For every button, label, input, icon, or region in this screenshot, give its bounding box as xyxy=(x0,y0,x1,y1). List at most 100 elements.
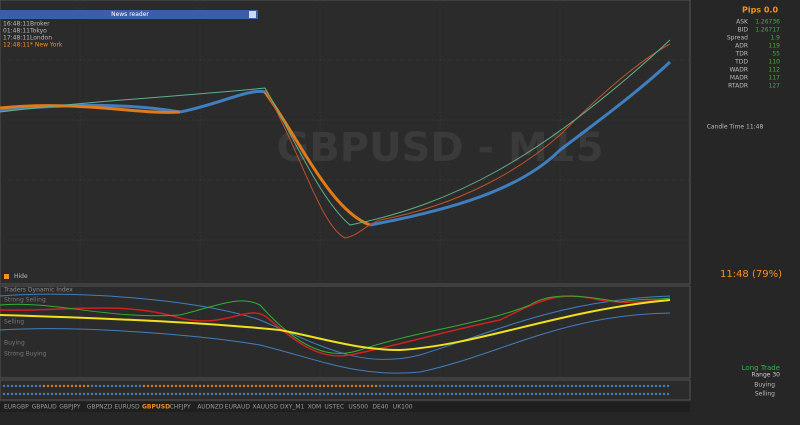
dot xyxy=(486,384,490,388)
news-close[interactable] xyxy=(249,11,256,18)
dot xyxy=(458,384,462,388)
info-label: WADR xyxy=(730,67,749,74)
dot xyxy=(510,384,514,388)
tab[interactable]: GBPNZD xyxy=(87,404,113,411)
dot xyxy=(654,392,658,396)
dot xyxy=(270,384,274,388)
tab[interactable]: UK100 xyxy=(393,404,413,411)
session-time: 17:48:11 xyxy=(3,35,30,42)
dot xyxy=(162,392,166,396)
tab[interactable]: CHFJPY xyxy=(170,404,191,411)
tab[interactable]: DXY_M1 xyxy=(280,404,305,411)
dot xyxy=(50,392,54,396)
dot xyxy=(94,384,98,388)
info-value: 112 xyxy=(769,67,781,74)
dot xyxy=(258,384,262,388)
dot xyxy=(170,384,174,388)
tab[interactable]: GBPAUD xyxy=(32,404,57,411)
session-time: 01:48:11 xyxy=(3,28,30,35)
dot xyxy=(62,384,66,388)
dot xyxy=(178,384,182,388)
dot xyxy=(370,392,374,396)
dot xyxy=(302,384,306,388)
dot xyxy=(462,392,466,396)
dot xyxy=(442,392,446,396)
dot xyxy=(342,384,346,388)
dot xyxy=(582,384,586,388)
tab[interactable]: XOM xyxy=(308,404,322,411)
dot xyxy=(86,384,90,388)
dot xyxy=(86,392,90,396)
dot xyxy=(522,392,526,396)
tab[interactable]: USTEC xyxy=(324,404,344,411)
dot xyxy=(18,384,22,388)
dot xyxy=(66,392,70,396)
dot xyxy=(14,384,18,388)
dot xyxy=(222,384,226,388)
tab[interactable]: EURAUD xyxy=(225,404,251,411)
hide-button[interactable]: Hide xyxy=(14,273,28,280)
dot xyxy=(6,392,10,396)
info-label: TDD xyxy=(734,59,748,66)
dot xyxy=(414,384,418,388)
dot xyxy=(46,392,50,396)
dot xyxy=(326,384,330,388)
info-label: MADR xyxy=(730,75,748,82)
dot xyxy=(470,392,474,396)
dot xyxy=(382,384,386,388)
dot xyxy=(122,392,126,396)
dot xyxy=(542,392,546,396)
hide-icon[interactable] xyxy=(4,274,9,279)
tab[interactable]: DE40 xyxy=(372,404,388,411)
dot xyxy=(638,392,642,396)
watermark: GBPUSD - M15 xyxy=(276,125,603,171)
dot xyxy=(598,392,602,396)
dot xyxy=(606,392,610,396)
dot xyxy=(102,392,106,396)
dot xyxy=(490,392,494,396)
dot xyxy=(198,392,202,396)
dot xyxy=(530,384,534,388)
session-time: 12:48:11 xyxy=(3,42,30,49)
dot xyxy=(194,384,198,388)
dot xyxy=(502,384,506,388)
dot xyxy=(658,392,662,396)
session-time: 16:48:11 xyxy=(3,21,30,28)
dot xyxy=(118,392,122,396)
dot xyxy=(246,392,250,396)
dot xyxy=(666,384,670,388)
dot xyxy=(186,392,190,396)
dot xyxy=(614,392,618,396)
dot xyxy=(306,392,310,396)
dot xyxy=(154,392,158,396)
tab[interactable]: EURGBP xyxy=(4,404,29,411)
dot xyxy=(30,392,34,396)
tab[interactable]: AUDNZD xyxy=(197,404,224,411)
dot xyxy=(286,384,290,388)
news-header[interactable] xyxy=(0,10,258,19)
tab[interactable]: GBPUSD xyxy=(142,404,170,411)
dot xyxy=(386,384,390,388)
tab[interactable]: XAUUSD xyxy=(252,404,278,411)
dot xyxy=(118,384,122,388)
dot xyxy=(334,384,338,388)
dot xyxy=(114,384,118,388)
dot xyxy=(474,384,478,388)
dot xyxy=(622,392,626,396)
dot xyxy=(34,392,38,396)
tab[interactable]: US500 xyxy=(348,404,368,411)
dot xyxy=(602,392,606,396)
dot xyxy=(494,392,498,396)
dot xyxy=(338,384,342,388)
dot xyxy=(22,392,26,396)
dot xyxy=(266,384,270,388)
dot xyxy=(574,392,578,396)
dot xyxy=(502,392,506,396)
session-name: Broker xyxy=(30,21,50,28)
dot xyxy=(54,384,58,388)
dot xyxy=(318,392,322,396)
tab[interactable]: GBPJPY xyxy=(59,404,81,411)
dot xyxy=(570,384,574,388)
tab[interactable]: EURUSD xyxy=(114,404,140,411)
